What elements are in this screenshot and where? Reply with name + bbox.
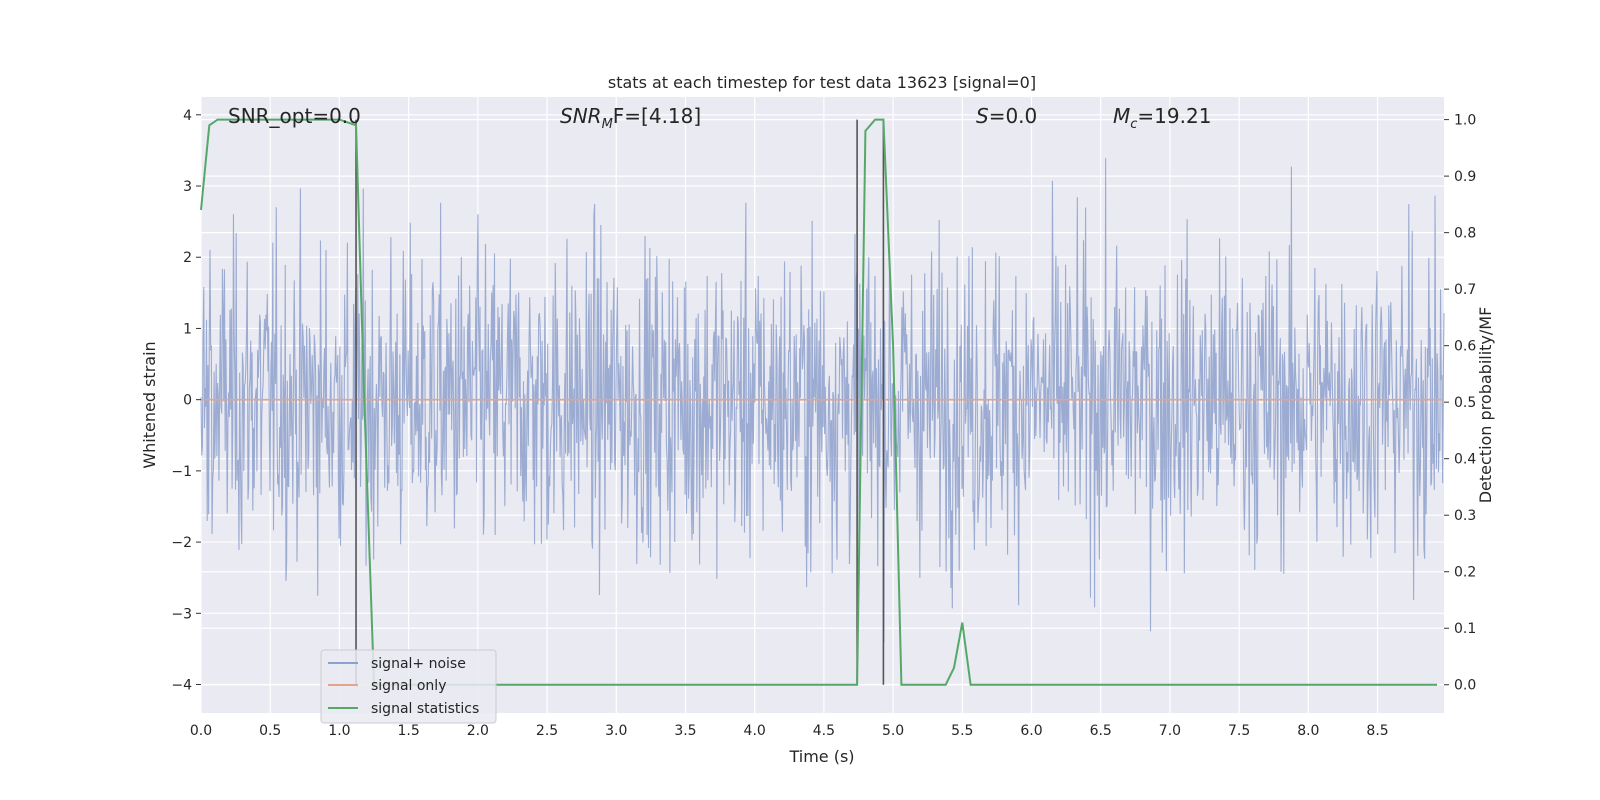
x-tick-label: 6.0 xyxy=(1020,723,1042,739)
y-right-tick-label: 0.7 xyxy=(1454,282,1476,298)
y-right-tick-label: 0.1 xyxy=(1454,621,1476,637)
annotation-mc: Mc=19.21 xyxy=(1113,104,1211,132)
series-signal-plus-noise xyxy=(200,158,1445,643)
x-tick-label: 8.5 xyxy=(1366,723,1388,739)
annotation-s-rest: =0.0 xyxy=(989,104,1038,128)
y-right-tick-label: 1.0 xyxy=(1454,113,1476,129)
x-tick-label: 4.0 xyxy=(744,723,766,739)
stats-series xyxy=(200,118,1438,686)
y-left-ticks: 4 3 2 1 0 −1 −2 −3 −4 xyxy=(171,108,201,694)
y-left-tick-label: −2 xyxy=(171,535,192,551)
annotation-s-base: S xyxy=(976,104,989,128)
x-ticks: 0.0 0.5 1.0 1.5 2.0 2.5 3.0 3.5 4.0 4.5 5.0 5.5 6.0 6… xyxy=(190,723,1389,739)
x-tick-label: 0.5 xyxy=(259,723,281,739)
annotation-s: S=0.0 xyxy=(976,104,1037,128)
x-axis-label: Time (s) xyxy=(788,747,854,766)
annotation-snr-mf-base: SNR xyxy=(560,104,602,128)
y-right-axis-label: Detection probability/MF xyxy=(1476,307,1495,504)
y-right-tick-label: 0.2 xyxy=(1454,565,1476,581)
y-left-tick-label: −1 xyxy=(171,464,192,480)
y-left-tick-label: −3 xyxy=(171,606,192,622)
y-left-tick-label: 0 xyxy=(183,393,192,409)
y-left-tick-label: 1 xyxy=(183,321,192,337)
y-right-tick-label: 0.9 xyxy=(1454,169,1476,185)
noise-series xyxy=(200,158,1445,643)
x-tick-label: 5.5 xyxy=(951,723,973,739)
annotation-snr-mf-rest: F=[4.18] xyxy=(613,104,701,128)
x-tick-label: 4.5 xyxy=(813,723,835,739)
x-tick-label: 5.0 xyxy=(882,723,904,739)
legend: signal+ noise signal only signal statist… xyxy=(320,649,497,724)
y-left-tick-label: 3 xyxy=(183,179,192,195)
annotation-snr-mf-sub: M xyxy=(602,117,613,132)
annotation-snr-opt: SNR_opt=0.0 xyxy=(228,104,361,128)
annotation-mc-base: M xyxy=(1113,104,1130,128)
annotation-mc-rest: =19.21 xyxy=(1137,104,1211,128)
y-right-ticks: 1.0 0.9 0.8 0.7 0.6 0.5 0.4 0.3 0.2 0.1 0.0 xyxy=(1444,113,1476,694)
legend-box xyxy=(320,649,497,724)
y-right-tick-label: 0.6 xyxy=(1454,339,1476,355)
legend-label-noise: signal+ noise xyxy=(371,656,466,672)
y-left-axis-label: Whitened strain xyxy=(140,341,159,468)
series-signal-statistics xyxy=(200,118,1438,686)
x-tick-label: 6.5 xyxy=(1090,723,1112,739)
x-tick-label: 1.0 xyxy=(328,723,350,739)
x-tick-label: 2.0 xyxy=(467,723,489,739)
x-tick-label: 1.5 xyxy=(397,723,419,739)
y-left-tick-label: −4 xyxy=(171,678,192,694)
chart-title: stats at each timestep for test data 136… xyxy=(608,73,1036,92)
y-right-tick-label: 0.0 xyxy=(1454,678,1476,694)
x-tick-label: 0.0 xyxy=(190,723,212,739)
x-tick-label: 3.0 xyxy=(605,723,627,739)
annotation-snr-mf: SNRMF=[4.18] xyxy=(560,104,701,132)
legend-label-stats: signal statistics xyxy=(371,701,479,717)
y-right-tick-label: 0.8 xyxy=(1454,226,1476,242)
y-right-tick-label: 0.3 xyxy=(1454,508,1476,524)
x-tick-label: 7.5 xyxy=(1228,723,1250,739)
y-right-tick-label: 0.5 xyxy=(1454,395,1476,411)
y-left-tick-label: 2 xyxy=(183,250,192,266)
y-right-tick-label: 0.4 xyxy=(1454,452,1476,468)
x-tick-label: 3.5 xyxy=(674,723,696,739)
x-tick-label: 8.0 xyxy=(1297,723,1319,739)
vertical-markers xyxy=(355,119,885,685)
legend-label-signal-only: signal only xyxy=(371,678,446,694)
y-left-tick-label: 4 xyxy=(183,108,192,124)
x-tick-label: 2.5 xyxy=(536,723,558,739)
annotation-mc-sub: c xyxy=(1130,117,1137,132)
x-tick-label: 7.0 xyxy=(1159,723,1181,739)
